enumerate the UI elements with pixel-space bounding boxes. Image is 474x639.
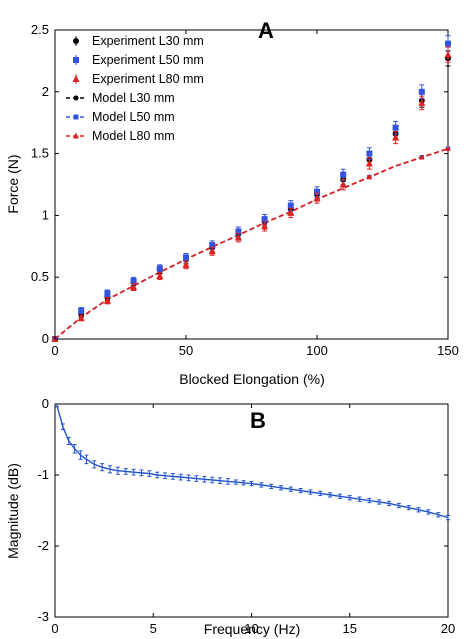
y-tick-label: -3 xyxy=(37,609,49,624)
experiment-point xyxy=(103,296,111,304)
panel-a-marks xyxy=(51,35,452,342)
experiment-point xyxy=(235,228,242,235)
panel-a-ylabel: Force (N) xyxy=(5,154,21,213)
legend-marker xyxy=(73,38,79,44)
legend-entry: Model L30 mm xyxy=(92,91,175,105)
experiment-point xyxy=(209,242,216,249)
legend-marker xyxy=(73,114,79,120)
experiment-point xyxy=(261,222,269,230)
legend-marker xyxy=(73,95,79,101)
experiment-point xyxy=(365,159,373,167)
legend-marker xyxy=(73,132,79,139)
y-tick-label: -1 xyxy=(37,467,49,482)
y-tick-label: 1 xyxy=(42,207,49,222)
panel-b-xlabel: Frequency (Hz) xyxy=(204,621,300,637)
x-tick-label: 10 xyxy=(244,621,258,636)
y-tick-label: 0.5 xyxy=(31,269,49,284)
experiment-point xyxy=(183,254,189,261)
panel-b-marks xyxy=(54,403,450,521)
experiment-point xyxy=(77,313,85,321)
legend-marker xyxy=(73,57,79,63)
panel-a: 0 50 100 150 0 0.5 1 1.5 2 2.5 A Blocked Elongati… xyxy=(5,18,459,387)
experiment-point xyxy=(208,247,216,255)
panel-b: 0 5 10 15 20 -3 -2 -1 0 B Frequency (Hz) Magnitu… xyxy=(5,396,455,637)
experiment-point xyxy=(130,277,137,284)
experiment-point xyxy=(287,202,294,209)
model-point xyxy=(366,173,373,180)
experiment-point xyxy=(130,283,138,291)
legend-marker xyxy=(72,75,80,82)
experiment-point xyxy=(313,194,321,202)
plot-b-frame xyxy=(54,403,449,618)
experiment-point xyxy=(445,40,451,47)
experiment-point xyxy=(339,180,347,188)
experiment-point xyxy=(392,133,400,141)
y-tick-label: 0 xyxy=(42,331,49,346)
experiment-point xyxy=(418,98,426,106)
y-tick-label: 0 xyxy=(42,396,49,411)
legend-entry: Experiment L50 mm xyxy=(92,53,204,67)
experiment-point xyxy=(182,260,190,268)
x-tick-label: 150 xyxy=(437,343,459,358)
y-tick-label: 2.5 xyxy=(31,22,49,37)
legend-entry: Model L80 mm xyxy=(92,129,175,143)
model-point xyxy=(445,145,451,151)
experiment-point xyxy=(314,188,320,195)
model-point xyxy=(419,154,425,160)
x-tick-label: 100 xyxy=(306,343,328,358)
experiment-point xyxy=(392,124,399,131)
legend-entry: Experiment L30 mm xyxy=(92,34,204,48)
panel-b-label: B xyxy=(250,408,266,433)
panel-a-xlabel: Blocked Elongation (%) xyxy=(179,371,325,387)
panel-b-ylabel: Magnitude (dB) xyxy=(5,463,21,559)
x-tick-label: 5 xyxy=(150,621,157,636)
legend-entry: Model L50 mm xyxy=(92,110,175,124)
experiment-point xyxy=(156,265,163,272)
x-tick-label: 15 xyxy=(343,621,357,636)
panel-b-ticks: 0 5 10 15 20 -3 -2 -1 0 xyxy=(37,396,455,636)
experiment-point xyxy=(234,233,242,241)
x-tick-label: 0 xyxy=(51,621,58,636)
x-tick-label: 20 xyxy=(441,621,455,636)
experiment-point xyxy=(444,50,452,58)
experiment-point xyxy=(340,171,347,178)
experiment-point xyxy=(418,88,425,95)
panel-a-ticks: 0 50 100 150 0 0.5 1 1.5 2 2.5 xyxy=(31,22,459,358)
experiment-point xyxy=(261,216,268,223)
panel-a-label: A xyxy=(258,18,274,43)
x-tick-label: 0 xyxy=(51,343,58,358)
x-tick-label: 50 xyxy=(179,343,193,358)
experiment-point xyxy=(287,208,295,216)
experiment-point xyxy=(156,271,164,279)
legend-entry: Experiment L80 mm xyxy=(92,72,204,86)
panel-a-legend: Experiment L30 mm Experiment L50 mm Experi… xyxy=(66,34,204,143)
y-tick-label: 1.5 xyxy=(31,146,49,161)
plot-a-frame xyxy=(54,29,449,340)
model-line-model-l80-mm xyxy=(54,147,449,340)
experiment-point xyxy=(78,307,85,314)
experiment-point xyxy=(366,150,373,157)
y-tick-label: -2 xyxy=(37,538,49,553)
experiment-point xyxy=(104,290,111,297)
y-tick-label: 2 xyxy=(42,84,49,99)
